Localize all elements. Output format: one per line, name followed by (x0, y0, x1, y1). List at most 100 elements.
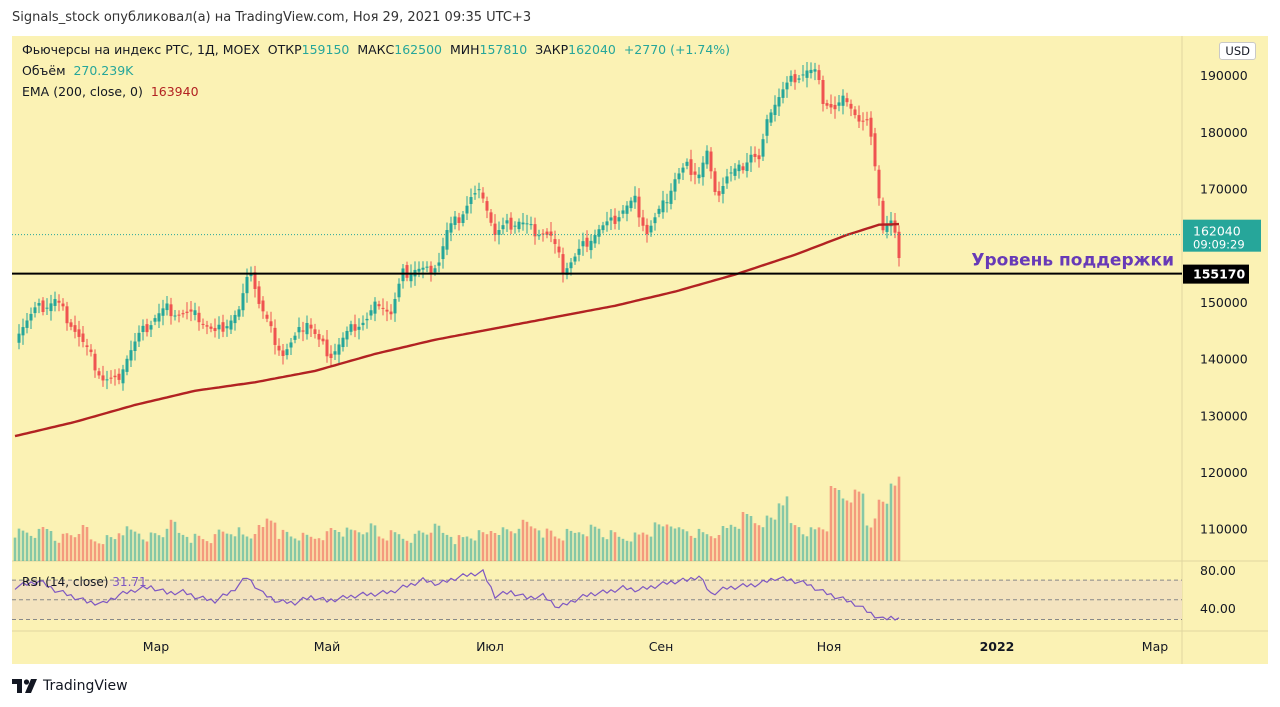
volume-bar (329, 528, 333, 561)
candle-body (105, 379, 109, 381)
volume-bar (309, 536, 313, 561)
support-price-tag-text: 155170 (1193, 267, 1245, 282)
candle-body (593, 235, 597, 244)
volume-bar (577, 532, 581, 561)
volume-bar (277, 538, 281, 561)
volume-bar (369, 523, 373, 561)
footer-brand[interactable]: TradingView (12, 678, 128, 694)
candle-body (641, 217, 645, 226)
candle-body (297, 327, 301, 333)
volume-bar (217, 529, 221, 561)
candle-body (345, 330, 349, 340)
candle-body (865, 119, 869, 121)
volume-bar (569, 530, 573, 561)
candle-body (93, 353, 97, 371)
candle-body (77, 329, 81, 337)
candle-body (153, 318, 157, 322)
volume-bar (25, 532, 29, 561)
candle-body (561, 254, 565, 275)
volume-bar (733, 526, 737, 561)
volume-bar (553, 536, 557, 561)
volume-bar (657, 524, 661, 561)
volume-bar (785, 496, 789, 561)
volume-bar (397, 534, 401, 561)
volume-bar (757, 525, 761, 561)
volume-bar (861, 493, 865, 561)
candle-body (817, 70, 821, 80)
volume-bar (465, 536, 469, 561)
candle-body (761, 139, 765, 157)
candle-body (37, 303, 41, 306)
candle-body (649, 225, 653, 233)
symbol-name[interactable]: Фьючерсы на индекс РТС, 1Д, MOEX (22, 42, 260, 57)
price-axis-tick: 180000 (1200, 125, 1248, 140)
volume-bar (97, 543, 101, 561)
candle-body (313, 329, 317, 335)
rsi-legend-label: RSI (14, close) 31.71 (22, 575, 147, 589)
candle-body (321, 338, 325, 342)
price-axis-tick: 190000 (1200, 68, 1248, 83)
volume-bar (173, 521, 177, 561)
volume-label[interactable]: Объём (22, 63, 66, 78)
rsi-legend-value: 31.71 (112, 575, 146, 589)
volume-bar (481, 532, 485, 561)
volume-bar (373, 525, 377, 561)
candle-body (389, 311, 393, 315)
last-price-tag-countdown: 09:09:29 (1193, 238, 1245, 252)
candle-body (521, 222, 525, 225)
rsi-line (14, 568, 900, 621)
candle-body (377, 304, 381, 307)
candle-body (485, 201, 489, 211)
candle-body (145, 324, 149, 333)
volume-bar (529, 526, 533, 561)
volume-bar (225, 533, 229, 561)
volume-legend: Объём 270.239K (22, 63, 133, 78)
low-value: 157810 (479, 42, 528, 57)
candle-body (397, 283, 401, 298)
volume-bar (705, 534, 709, 561)
candle-body (69, 322, 73, 327)
volume-bar (517, 528, 521, 561)
volume-bar (473, 540, 477, 561)
volume-bar (765, 515, 769, 561)
candle-body (393, 298, 397, 314)
volume-bar (753, 523, 757, 561)
currency-button[interactable]: USD (1219, 42, 1256, 60)
candle-body (481, 192, 485, 199)
volume-bar (813, 529, 817, 561)
volume-bar (609, 530, 613, 561)
volume-bar (877, 499, 881, 561)
volume-bar (589, 524, 593, 561)
candle-body (597, 229, 601, 237)
candle-body (293, 335, 297, 340)
ema-label[interactable]: EMA (200, close, 0) (22, 84, 143, 99)
candle-body (529, 224, 533, 226)
price-axis-tick: 120000 (1200, 465, 1248, 480)
candle-body (745, 162, 749, 172)
volume-bar (261, 527, 265, 561)
candle-body (305, 322, 309, 335)
candle-body (673, 179, 677, 192)
volume-bar (169, 519, 173, 561)
volume-bar (533, 528, 537, 561)
candle-body (873, 133, 877, 167)
chart-panel: 1100001200001300001400001500001600001700… (12, 36, 1268, 664)
volume-bar (665, 524, 669, 561)
candle-body (845, 98, 849, 103)
volume-bar (745, 514, 749, 561)
candle-body (837, 102, 841, 106)
candle-body (625, 205, 629, 214)
candle-body (337, 344, 341, 355)
volume-bar (729, 524, 733, 561)
candle-body (425, 266, 429, 268)
volume-bar (17, 528, 21, 561)
candle-body (693, 171, 697, 175)
candle-body (361, 322, 365, 326)
candle-body (261, 300, 265, 312)
volume-bar (85, 527, 89, 561)
candle-body (89, 349, 93, 353)
candle-body (749, 154, 753, 163)
volume-bar (721, 526, 725, 561)
volume-bar (649, 536, 653, 561)
candle-body (805, 70, 809, 78)
